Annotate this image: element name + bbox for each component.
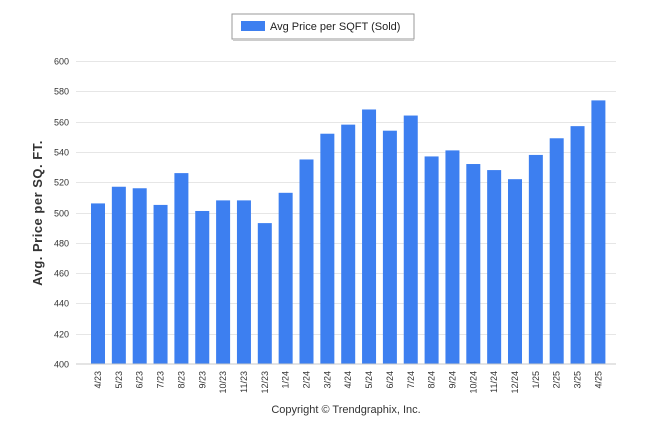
x-tick-label: 3/24 [322,371,332,389]
x-tick-label: 4/25 [593,371,603,389]
x-tick-label: 9/24 [447,371,457,389]
x-tick-label: 9/23 [197,371,207,389]
x-tick-label: 6/23 [135,371,145,389]
x-tick-label: 10/24 [468,371,478,394]
legend-swatch [241,21,265,31]
bar-10-24 [466,164,481,364]
x-tick-label: 8/23 [176,371,186,389]
bar-1-25 [528,154,543,364]
bar-9-23 [195,210,210,364]
x-tick-label: 11/23 [239,371,249,393]
bar-1-24 [278,192,293,364]
x-tick-label: 5/24 [364,371,374,389]
x-tick-label: 7/24 [406,371,416,389]
y-axis-ticks: 400 420 440 460 480 500 520 540 560 580 600 [54,57,69,370]
x-tick-label: 4/24 [343,371,353,389]
bar-11-23 [236,200,251,364]
y-tick-label: 580 [54,87,69,97]
bar-3-25 [570,126,585,364]
y-tick-label: 600 [54,57,69,67]
x-tick-label: 5/23 [114,371,124,389]
y-tick-label: 480 [54,239,69,249]
bar-11-24 [487,170,502,364]
x-tick-label: 2/25 [552,371,562,389]
bar-4-25 [591,100,606,364]
bar-6-23 [132,188,147,364]
bar-12-24 [508,179,522,364]
bar-9-24 [445,150,460,364]
x-tick-label: 11/24 [489,371,499,393]
bar-3-24 [320,133,335,364]
x-tick-label: 1/25 [531,371,541,389]
bars [91,100,606,364]
y-tick-label: 420 [54,330,69,340]
bar-4-23 [91,203,105,364]
copyright-text: Copyright © Trendgraphix, Inc. [271,404,420,416]
bar-8-24 [424,156,439,364]
y-axis-title: Avg. Price per SQ. FT. [30,140,45,286]
bar-4-24 [341,124,356,364]
legend: Avg Price per SQFT (Sold) [231,13,415,41]
x-tick-label: 3/25 [573,371,583,389]
y-tick-label: 540 [54,148,69,158]
y-tick-label: 460 [54,269,69,279]
y-tick-label: 400 [54,360,69,370]
x-tick-label: 6/24 [385,371,395,389]
y-tick-label: 500 [54,209,69,219]
y-tick-label: 560 [54,118,69,128]
x-tick-label: 7/23 [156,371,166,389]
legend-label: Avg Price per SQFT (Sold) [270,21,400,33]
y-tick-label: 520 [54,178,69,188]
bar-12-23 [257,223,272,364]
x-tick-label: 12/24 [510,371,520,394]
bar-8-23 [174,173,189,364]
x-tick-label: 8/24 [427,371,437,389]
bar-6-24 [382,130,397,364]
x-tick-label: 12/23 [260,371,270,394]
x-axis-ticks: 4/23 5/23 6/23 7/23 8/23 9/23 10/23 11/23 12/23 1… [93,371,603,394]
bar-10-23 [216,200,231,364]
bar-7-24 [403,115,418,364]
x-tick-label: 1/24 [281,371,291,389]
x-tick-label: 10/23 [218,371,228,394]
bar-5-23 [111,186,126,364]
bar-2-25 [549,138,564,364]
bar-5-24 [362,109,377,364]
bar-7-23 [153,204,168,364]
y-tick-label: 440 [54,299,69,309]
x-tick-label: 2/24 [302,371,312,389]
x-tick-label: 4/23 [93,371,103,389]
bar-2-24 [299,159,314,364]
